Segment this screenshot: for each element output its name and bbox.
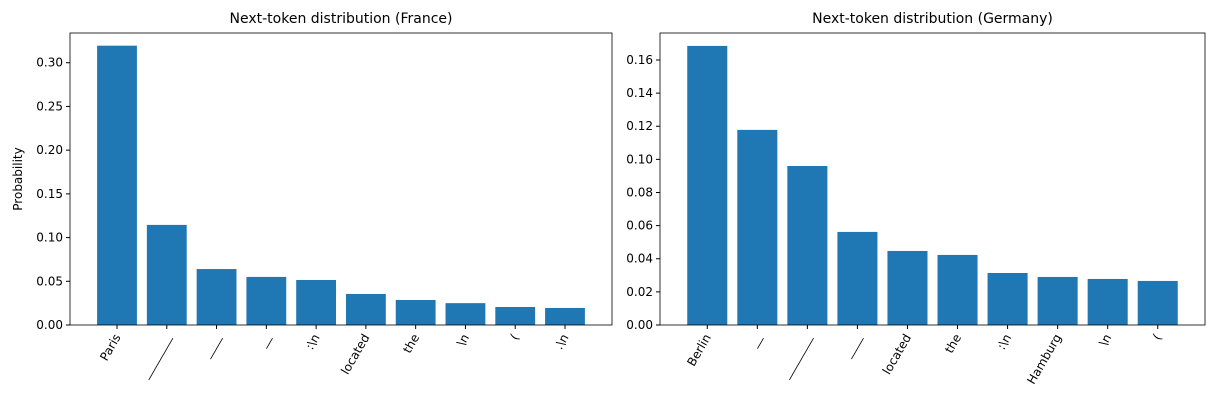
y-tick-label: 0.16 [626,53,653,67]
x-tick-label: :\n [994,332,1014,353]
x-tick-label: Paris [97,332,123,364]
y-tick-label: 0.08 [626,185,653,199]
x-tick-label: ( [1150,332,1164,343]
y-tick-label: 0.15 [36,187,63,201]
x-tick-label: ________ [777,331,814,381]
x-tick-label: ( [507,332,521,343]
y-tick-label: 0.00 [626,318,653,332]
bar [196,269,237,325]
y-tick-label: 0.06 [626,219,653,233]
x-tick-label: .\n [552,332,572,352]
bar [887,250,928,325]
x-tick-label: ____ [199,331,224,361]
bar [246,276,287,325]
bar [545,307,585,325]
bar [97,45,137,326]
y-tick-label: 0.12 [626,119,653,133]
bar [1087,278,1128,325]
bar [445,303,486,325]
bar [687,45,728,326]
y-tick-label: 0.25 [36,99,63,113]
x-tick-label: the [400,332,422,356]
bar [937,254,978,325]
x-tick-label: \n [1096,332,1114,349]
bar [737,129,778,325]
y-tick-label: 0.02 [626,285,653,299]
bar [345,293,386,325]
bar [1037,276,1078,325]
axes-frame [69,32,613,326]
y-tick-label: 0.10 [626,152,653,166]
bar [837,231,878,325]
bar [296,279,337,325]
y-tick-label: 0.20 [36,143,63,157]
x-tick-label: the [942,332,964,356]
axes-frame [659,32,1206,326]
y-tick-label: 0.00 [36,318,63,332]
x-tick-label: __ [745,331,764,350]
bar [495,306,536,325]
x-tick-label: __ [254,331,273,350]
x-tick-label: Hamburg [1024,332,1064,387]
x-tick-label: ________ [137,331,174,381]
x-tick-label: located [338,332,372,377]
bar [1137,280,1178,325]
bar [987,272,1028,325]
x-tick-label: :\n [303,332,323,353]
y-tick-label: 0.14 [626,86,653,100]
chart-title: Next-token distribution (France) [230,11,453,27]
y-axis-label: Probability [11,147,25,210]
x-tick-label: ____ [839,331,864,361]
x-tick-label: located [880,332,914,377]
y-tick-label: 0.05 [36,274,63,288]
x-tick-label: Berlin [684,332,714,369]
y-tick-label: 0.04 [626,252,653,266]
y-tick-label: 0.30 [36,56,63,70]
bar [787,165,828,325]
bar [395,299,436,325]
bar [146,224,187,325]
x-tick-label: \n [454,332,472,349]
y-tick-label: 0.10 [36,231,63,245]
chart-title: Next-token distribution (Germany) [812,11,1053,27]
